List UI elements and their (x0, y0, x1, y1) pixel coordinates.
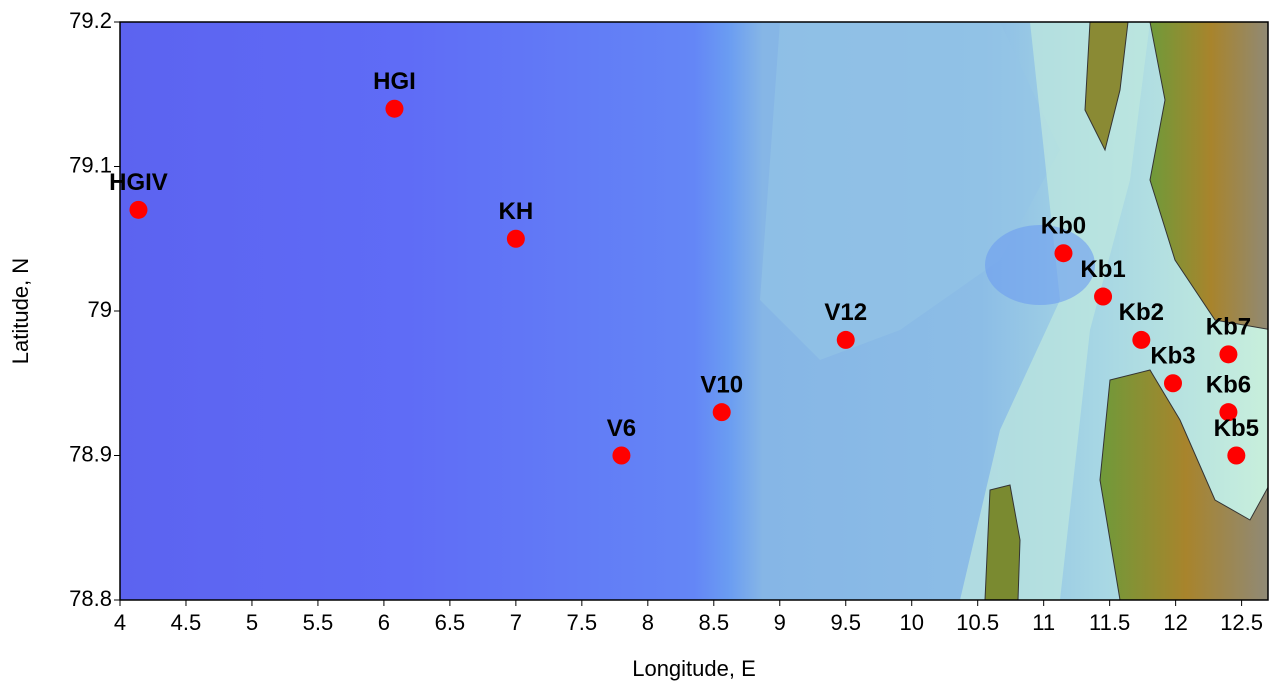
x-tick-label: 5 (246, 610, 258, 635)
station-label: KH (499, 198, 534, 225)
x-tick-label: 12.5 (1220, 610, 1263, 635)
x-tick-label: 11.5 (1089, 610, 1130, 635)
station-point (1219, 345, 1237, 363)
station-label: HGIV (109, 169, 168, 196)
x-tick-label: 12 (1163, 610, 1187, 635)
x-tick-label: 8 (642, 610, 654, 635)
y-axis-label: Latitude, N (8, 258, 33, 364)
x-tick-label: 8.5 (698, 610, 729, 635)
x-tick-label: 9.5 (830, 610, 861, 635)
map-chart: Longitude, E Latitude, N 4 4.5 5 5.5 6 6.5 7 7.… (0, 0, 1274, 684)
station-label: V10 (700, 371, 743, 398)
x-tick-label: 6.5 (435, 610, 466, 635)
y-tick-label: 79 (88, 297, 112, 322)
x-tick-label: 10.5 (956, 610, 999, 635)
x-tick-label: 6 (378, 610, 390, 635)
station-point (385, 100, 403, 118)
station-point (1094, 288, 1112, 306)
x-tick-label: 7 (510, 610, 522, 635)
station-point (1132, 331, 1150, 349)
station-point (713, 403, 731, 421)
station-point (1164, 374, 1182, 392)
station-point (837, 331, 855, 349)
station-label: HGI (373, 68, 416, 95)
station-point (612, 447, 630, 465)
station-point (1227, 447, 1245, 465)
x-tick-label: 9 (774, 610, 786, 635)
station-label: Kb3 (1150, 343, 1195, 370)
y-tick-label: 78.8 (69, 586, 112, 611)
map-background (120, 22, 1272, 600)
station-label: Kb0 (1041, 213, 1086, 240)
station-point (507, 230, 525, 248)
station-label: Kb6 (1206, 371, 1251, 398)
y-tick-label: 78.9 (69, 441, 112, 466)
x-tick-label: 4 (114, 610, 126, 635)
station-label: Kb5 (1214, 415, 1259, 442)
x-tick-label: 7.5 (567, 610, 598, 635)
station-label: Kb1 (1080, 256, 1125, 283)
station-label: V12 (824, 299, 867, 326)
x-tick-label: 11 (1032, 610, 1055, 635)
station-point (1054, 244, 1072, 262)
station-label: Kb7 (1206, 314, 1251, 341)
x-tick-label: 4.5 (171, 610, 202, 635)
x-tick-label: 5.5 (303, 610, 334, 635)
station-point (129, 201, 147, 219)
x-axis-label: Longitude, E (632, 656, 756, 681)
y-tick-label: 79.1 (69, 152, 112, 177)
y-tick-label: 79.2 (69, 8, 112, 33)
station-label: Kb2 (1119, 299, 1164, 326)
x-tick-label: 10 (899, 610, 923, 635)
station-label: V6 (607, 415, 636, 442)
